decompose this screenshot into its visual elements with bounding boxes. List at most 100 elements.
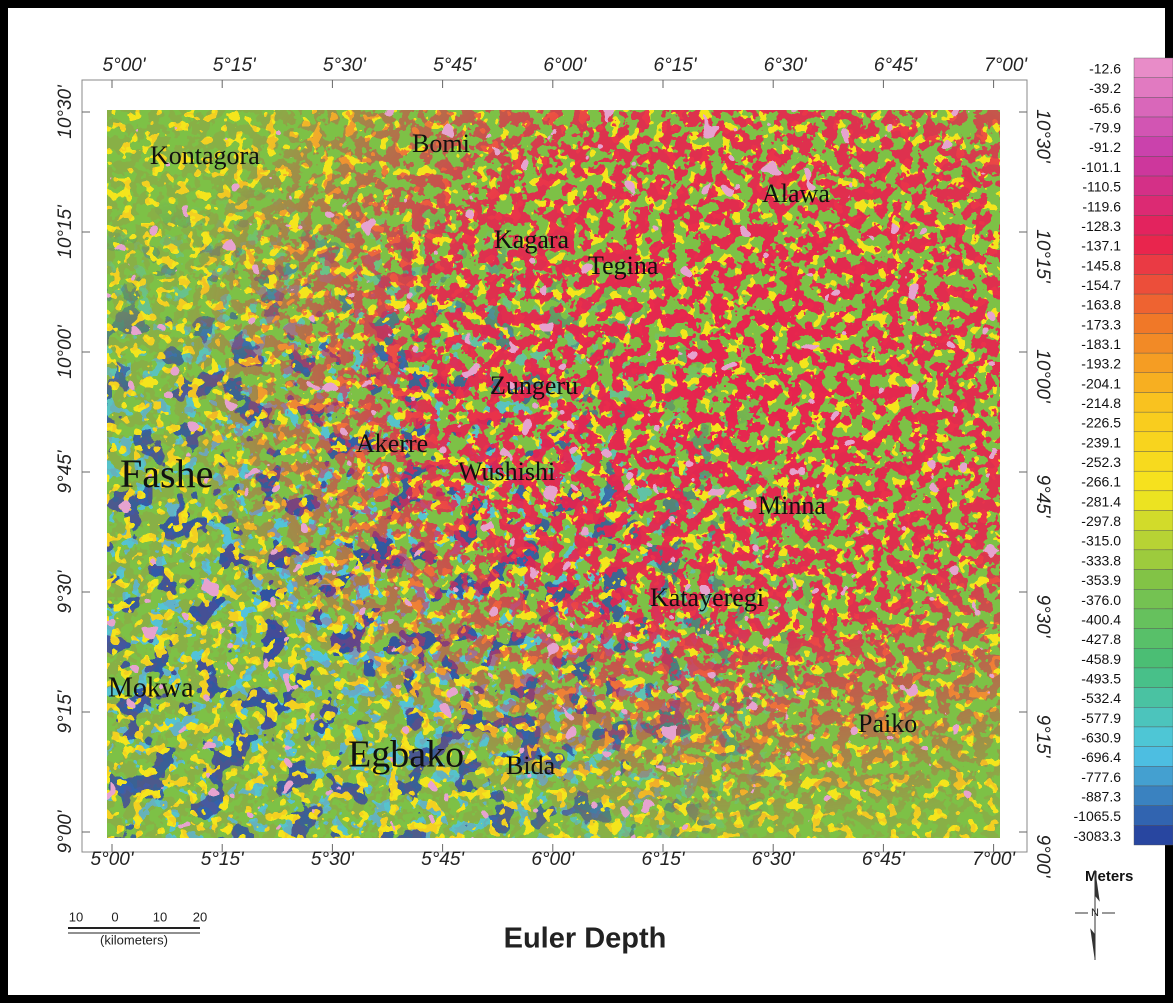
place-name: Kontagora [150,141,260,170]
bottom-label: 6°30' [752,849,796,870]
bottom-label: 6°45' [862,849,906,870]
place-name: Mokwa [108,672,194,703]
right-label: 9°15' [1032,715,1053,759]
top-label: 5°45' [433,55,477,76]
legend-label: -119.6 [1082,198,1121,214]
place-name: Fashe [120,451,213,496]
place-name: Kagara [494,225,570,254]
left-label: 9°15' [55,689,76,733]
legend-label: -239.1 [1081,434,1121,450]
top-label: 6°30' [764,55,808,76]
map-figure: Euler Depth Meters N (kilometers) 5°00'5… [0,0,1173,1003]
legend-label: -65.6 [1089,100,1121,116]
legend-swatch [1134,215,1173,235]
legend-swatch [1134,196,1173,216]
place-name: Paiko [858,709,917,738]
legend-label: -315.0 [1081,533,1121,549]
bottom-label: 7°00' [972,849,1016,870]
right-label: 9°30' [1032,595,1053,639]
legend-label: -173.3 [1081,316,1121,332]
legend-label: -532.4 [1081,690,1121,706]
place-name: Akerre [356,429,428,458]
place-name: Bomi [412,129,470,158]
right-label: 10°30' [1032,109,1053,164]
left-label: 10°00' [55,324,76,379]
top-label: 6°00' [543,55,587,76]
legend-label: -281.4 [1081,493,1121,509]
bottom-label: 5°00' [91,849,135,870]
legend-swatch [1134,235,1173,255]
legend-label: -887.3 [1081,789,1121,805]
scale-unit: (kilometers) [100,932,168,947]
scale-label: 10 [153,909,167,924]
legend-swatch [1134,294,1173,314]
legend-label: -777.6 [1081,769,1121,785]
legend-label: -137.1 [1081,238,1121,254]
legend-swatch [1134,629,1173,649]
legend-swatch [1134,78,1173,98]
place-name: Tegina [588,251,659,280]
legend-swatch [1134,786,1173,806]
place-name: Egbako [348,734,464,776]
legend-swatch [1134,766,1173,786]
legend-label: -101.1 [1081,159,1121,175]
legend-label: -145.8 [1081,257,1121,273]
bottom-label: 6°15' [642,849,686,870]
bottom-label: 5°30' [311,849,355,870]
legend-swatch [1134,648,1173,668]
legend-swatch [1134,825,1173,845]
legend-swatch [1134,530,1173,550]
legend-swatch [1134,432,1173,452]
legend-label: -214.8 [1081,395,1121,411]
legend-label: -79.9 [1089,120,1121,136]
legend-label: -110.5 [1082,179,1121,195]
legend-label: -297.8 [1081,513,1121,529]
top-label: 5°00' [103,55,147,76]
legend-label: -400.4 [1081,611,1121,627]
place-name: Alawa [762,179,830,208]
legend-swatch [1134,550,1173,570]
legend-label: -183.1 [1081,336,1121,352]
map-title: Euler Depth [504,923,667,955]
legend-label: -128.3 [1081,218,1121,234]
legend-label: -204.1 [1081,375,1121,391]
legend-swatch [1134,412,1173,432]
legend-label: -630.9 [1081,729,1121,745]
legend-label: -266.1 [1081,474,1121,490]
scale-label: 20 [193,909,207,924]
legend-label: -427.8 [1081,631,1121,647]
legend-label: -696.4 [1081,749,1121,765]
legend-swatch [1134,668,1173,688]
legend-swatch [1134,707,1173,727]
legend-swatch [1134,688,1173,708]
left-label: 9°00' [55,809,76,853]
bottom-label: 6°00' [531,849,575,870]
legend-swatch [1134,452,1173,472]
legend-swatch [1134,314,1173,334]
legend-swatch [1134,373,1173,393]
left-label: 10°30' [55,84,76,139]
legend-swatch [1134,117,1173,137]
legend-swatch [1134,137,1173,157]
place-name: Katayeregi [650,583,764,612]
right-label: 9°45' [1032,475,1053,519]
legend-label: -3083.3 [1074,828,1122,844]
left-label: 10°15' [55,204,76,259]
legend-swatch [1134,176,1173,196]
legend-swatch [1134,156,1173,176]
scale-label: 0 [111,909,118,924]
legend-swatch [1134,491,1173,511]
legend-swatch [1134,727,1173,747]
top-label: 6°15' [654,55,698,76]
legend-label: -163.8 [1081,297,1121,313]
top-label: 5°30' [323,55,367,76]
bottom-label: 5°45' [421,849,465,870]
legend-label: -577.9 [1081,710,1121,726]
legend-swatch [1134,58,1173,78]
place-name: Bida [506,751,556,780]
north-label: N [1091,907,1099,919]
right-label: 10°15' [1032,229,1053,284]
top-label: 7°00' [984,55,1028,76]
legend-label: -1065.5 [1074,808,1122,824]
legend-swatch [1134,392,1173,412]
